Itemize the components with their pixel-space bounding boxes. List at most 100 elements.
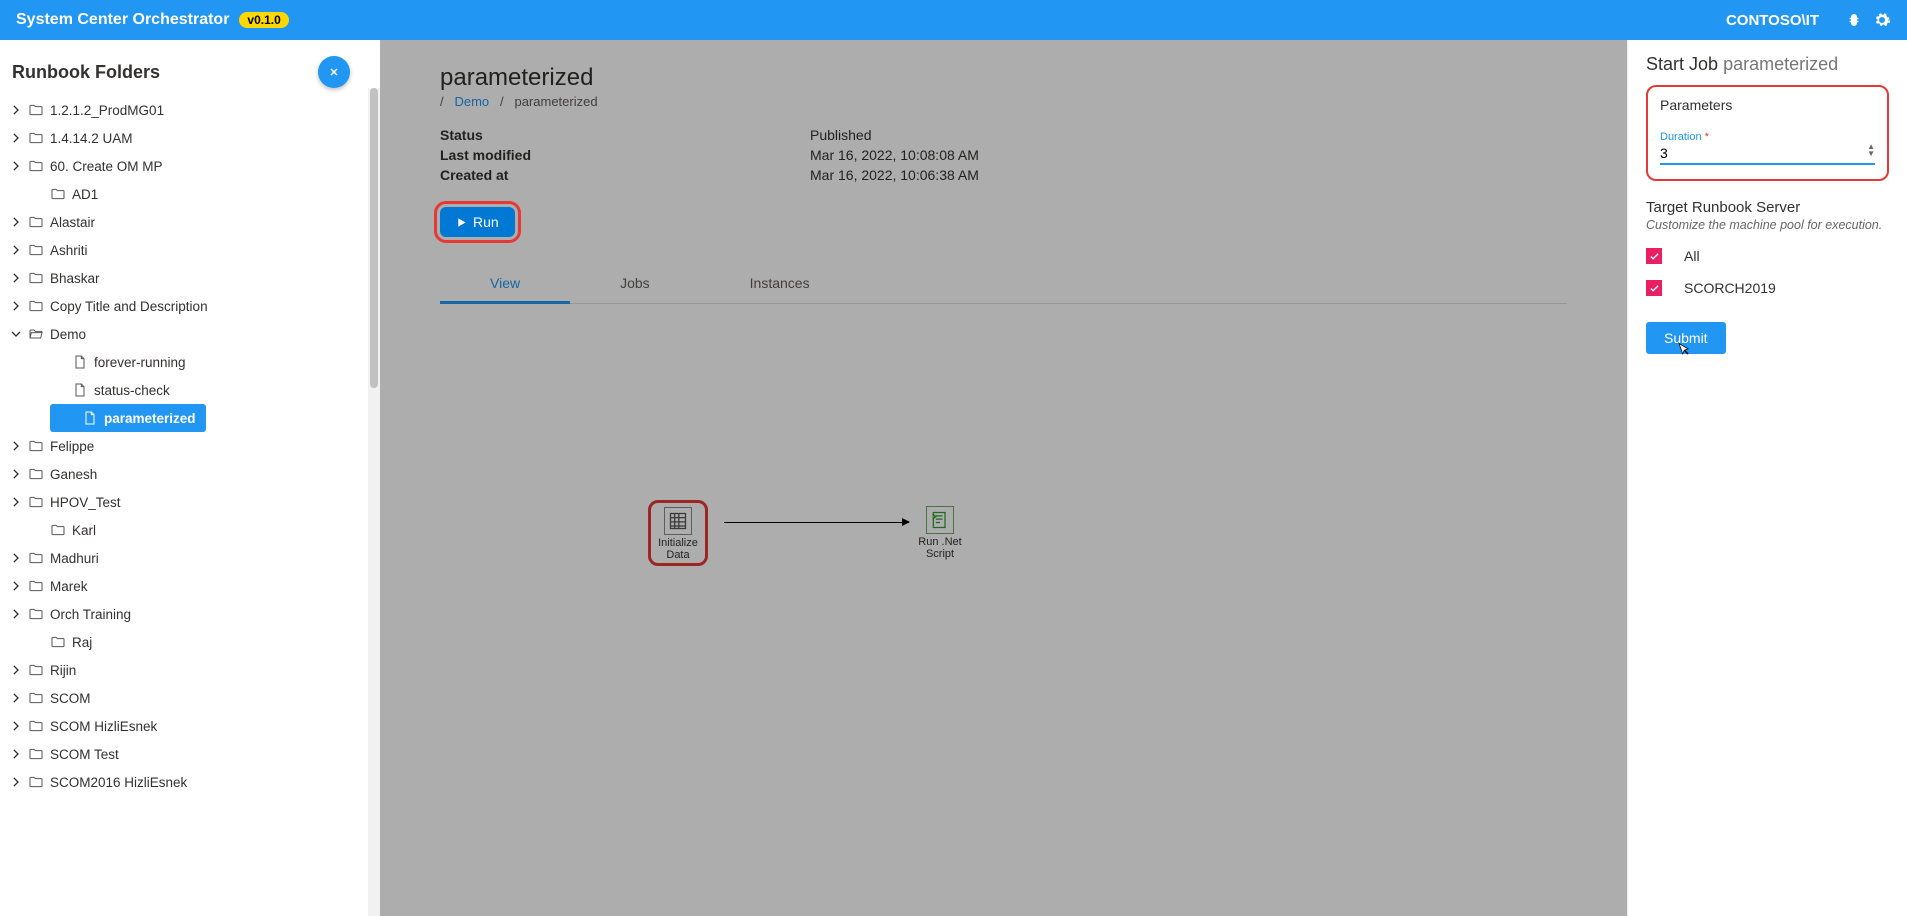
tree-label: SCOM2016 HizliEsnek: [50, 775, 187, 790]
breadcrumb: / Demo / parameterized: [440, 94, 1567, 109]
folder-tree[interactable]: 1.2.1.2_ProdMG01 1.4.14.2 UAM 60. Create O…: [0, 96, 380, 916]
tree-folder[interactable]: Felippe: [0, 432, 376, 460]
tree-folder[interactable]: Alastair: [0, 208, 376, 236]
parameters-header: Parameters: [1660, 97, 1875, 113]
tree-folder[interactable]: SCOM2016 HizliEsnek: [0, 768, 376, 796]
runbook-canvas[interactable]: Initialize Data Run .Net Script: [380, 300, 1627, 916]
tree-folder[interactable]: 1.2.1.2_ProdMG01: [0, 96, 376, 124]
checkbox-all-row[interactable]: All: [1646, 248, 1889, 264]
node-run-script[interactable]: Run .Net Script: [910, 506, 970, 560]
tree-folder[interactable]: Marek: [0, 572, 376, 600]
number-spinner[interactable]: ▲▼: [1867, 143, 1875, 157]
tree-label: Karl: [72, 523, 96, 538]
tab-view[interactable]: View: [440, 265, 570, 304]
tree-label: Alastair: [50, 215, 95, 230]
tree-label: Rijin: [50, 663, 76, 678]
checkbox-all-label: All: [1684, 248, 1700, 264]
sidebar-title: Runbook Folders: [12, 62, 318, 83]
checkbox-all[interactable]: [1646, 248, 1662, 264]
tabs: View Jobs Instances: [440, 265, 1567, 304]
tree-folder[interactable]: SCOM HizliEsnek: [0, 712, 376, 740]
app-header: System Center Orchestrator v0.1.0 CONTOS…: [0, 0, 1907, 40]
tree-file[interactable]: status-check: [0, 376, 376, 404]
tree-file[interactable]: forever-running: [0, 348, 376, 376]
run-script-icon: [926, 506, 954, 534]
duration-label: Duration *: [1660, 131, 1875, 143]
submit-button[interactable]: Submit: [1646, 322, 1726, 354]
status-value: Published: [810, 127, 872, 143]
created-label: Created at: [440, 167, 810, 183]
tree-folder[interactable]: HPOV_Test: [0, 488, 376, 516]
duration-input[interactable]: [1660, 143, 1875, 165]
tree-folder[interactable]: Ashriti: [0, 236, 376, 264]
tree-label: forever-running: [94, 355, 186, 370]
app-title: System Center Orchestrator: [16, 11, 229, 29]
user-label: CONTOSO\IT: [1726, 12, 1819, 29]
tree-file[interactable]: parameterized: [50, 404, 206, 432]
status-label: Status: [440, 127, 810, 143]
tree-label: AD1: [72, 187, 98, 202]
modified-value: Mar 16, 2022, 10:08:08 AM: [810, 147, 979, 163]
breadcrumb-demo[interactable]: Demo: [454, 94, 489, 109]
tree-folder[interactable]: SCOM Test: [0, 740, 376, 768]
tab-jobs[interactable]: Jobs: [570, 265, 700, 303]
tree-label: Demo: [50, 327, 86, 342]
sidebar-scrollbar[interactable]: [368, 88, 380, 916]
tree-folder[interactable]: Bhaskar: [0, 264, 376, 292]
modified-label: Last modified: [440, 147, 810, 163]
parameters-section: Parameters Duration * ▲▼: [1646, 85, 1889, 181]
panel-title: Start Job parameterized: [1646, 54, 1889, 75]
tree-label: HPOV_Test: [50, 495, 121, 510]
tree-label: 60. Create OM MP: [50, 159, 163, 174]
tree-label: SCOM: [50, 691, 91, 706]
tree-folder[interactable]: SCOM: [0, 684, 376, 712]
version-badge: v0.1.0: [239, 12, 288, 28]
run-button[interactable]: Run: [440, 207, 515, 237]
tree-folder[interactable]: Ganesh: [0, 460, 376, 488]
node-initialize-data[interactable]: Initialize Data: [648, 500, 708, 566]
tree-label: SCOM Test: [50, 747, 119, 762]
main-content: parameterized / Demo / parameterized Sta…: [380, 40, 1627, 916]
target-header: Target Runbook Server: [1646, 199, 1889, 216]
tree-folder[interactable]: AD1: [0, 180, 376, 208]
tab-instances[interactable]: Instances: [700, 265, 860, 303]
tree-label: status-check: [94, 383, 170, 398]
page-title: parameterized: [440, 64, 1567, 92]
tree-label: Bhaskar: [50, 271, 100, 286]
tree-label: Ganesh: [50, 467, 97, 482]
checkbox-server-label: SCORCH2019: [1684, 280, 1776, 296]
tree-label: Raj: [72, 635, 92, 650]
bug-icon[interactable]: [1845, 11, 1863, 29]
tree-label: Copy Title and Description: [50, 299, 208, 314]
target-subtitle: Customize the machine pool for execution…: [1646, 218, 1889, 232]
play-icon: [456, 217, 467, 228]
tree-folder[interactable]: Copy Title and Description: [0, 292, 376, 320]
checkbox-server[interactable]: [1646, 280, 1662, 296]
tree-folder[interactable]: Karl: [0, 516, 376, 544]
gear-icon[interactable]: [1873, 11, 1891, 29]
tree-label: Madhuri: [50, 551, 99, 566]
tree-label: Orch Training: [50, 607, 131, 622]
collapse-sidebar-button[interactable]: [318, 56, 350, 88]
tree-folder[interactable]: Demo: [0, 320, 376, 348]
tree-folder[interactable]: 1.4.14.2 UAM: [0, 124, 376, 152]
sidebar: Runbook Folders 1.2.1.2_ProdMG01 1.4.14.2…: [0, 40, 380, 916]
flow-arrow: [724, 522, 909, 523]
tree-label: Marek: [50, 579, 88, 594]
tree-folder[interactable]: 60. Create OM MP: [0, 152, 376, 180]
tree-folder[interactable]: Madhuri: [0, 544, 376, 572]
breadcrumb-current: parameterized: [514, 94, 597, 109]
tree-label: SCOM HizliEsnek: [50, 719, 157, 734]
tree-label: 1.2.1.2_ProdMG01: [50, 103, 164, 118]
tree-label: Ashriti: [50, 243, 88, 258]
tree-label: Felippe: [50, 439, 94, 454]
tree-label: 1.4.14.2 UAM: [50, 131, 133, 146]
tree-folder[interactable]: Raj: [0, 628, 376, 656]
tree-folder[interactable]: Rijin: [0, 656, 376, 684]
tree-folder[interactable]: Orch Training: [0, 600, 376, 628]
start-job-panel: Start Job parameterized Parameters Durat…: [1627, 40, 1907, 916]
cursor-icon: [1676, 342, 1694, 360]
initialize-data-icon: [664, 507, 692, 535]
checkbox-server-row[interactable]: SCORCH2019: [1646, 280, 1889, 296]
tree-label: parameterized: [104, 411, 196, 426]
